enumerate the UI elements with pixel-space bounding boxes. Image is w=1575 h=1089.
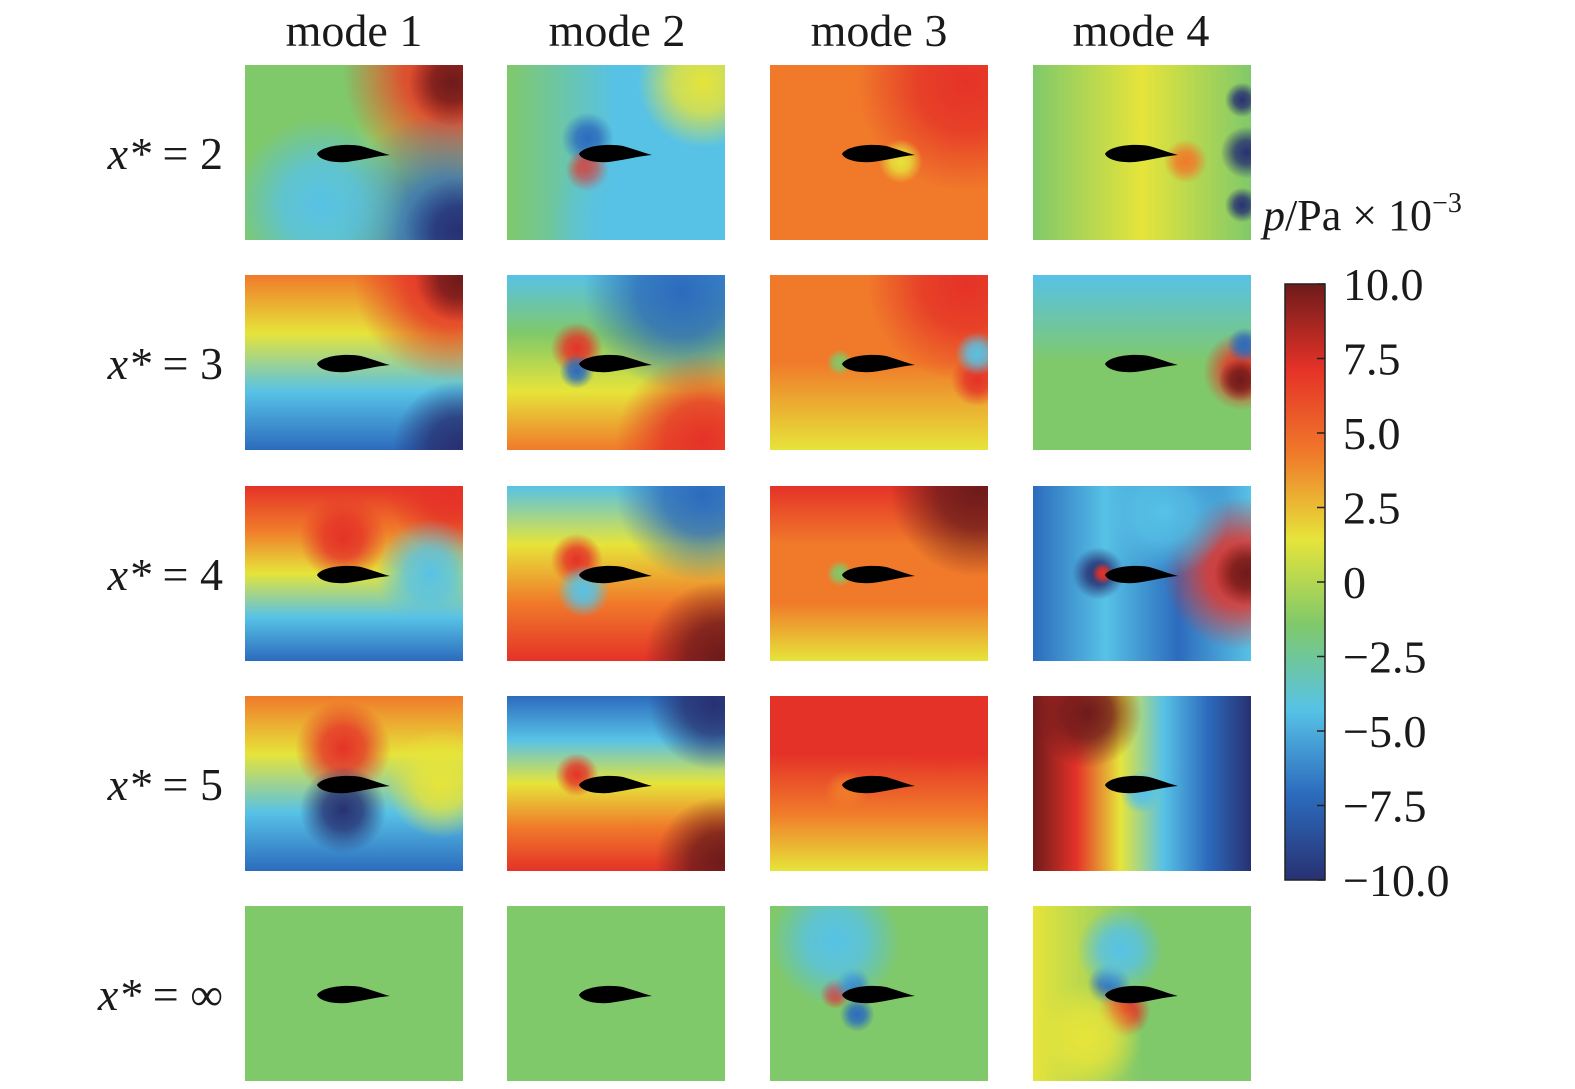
airfoil: [1105, 144, 1178, 163]
field-blob: [826, 349, 853, 376]
row-label: x* = 5: [107, 759, 223, 810]
field-blob: [1033, 982, 1142, 1081]
colorbar-label-part: p: [1260, 191, 1285, 240]
airfoil: [842, 565, 915, 584]
colorbar-label-part: /Pa × 10: [1285, 191, 1432, 240]
colorbar-tick-label: −10.0: [1343, 855, 1449, 906]
pressure-field: [1033, 486, 1251, 661]
field-blob: [616, 354, 725, 450]
pressure-field: [507, 696, 725, 871]
airfoil: [579, 144, 652, 163]
pressure-field: [245, 486, 463, 661]
colorbar-tick-label: 0: [1343, 557, 1366, 608]
field-blob: [245, 117, 409, 240]
airfoil: [1105, 775, 1178, 794]
pressure-field: [1033, 906, 1251, 1081]
field-blob: [770, 906, 901, 1007]
colorbar-tick-label: −2.5: [1343, 632, 1426, 683]
row-label: x* = 2: [107, 128, 223, 179]
field-blob: [408, 65, 463, 127]
field-blob: [393, 381, 463, 450]
pressure-field: [770, 696, 988, 871]
airfoil: [579, 985, 652, 1004]
airfoil: [579, 565, 652, 584]
pressure-field: [507, 275, 725, 450]
field-blob: [295, 700, 392, 797]
field-blob: [655, 796, 725, 871]
column-label: mode 2: [549, 5, 686, 56]
airfoil: [1105, 565, 1178, 584]
field-blob: [955, 331, 988, 376]
field-blob: [1227, 327, 1251, 363]
field-blob: [1218, 358, 1251, 402]
field-blob: [1091, 562, 1114, 585]
field-blob: [839, 997, 875, 1032]
pressure-field: [507, 906, 725, 1081]
field-blob: [375, 519, 463, 628]
pressure-field: [507, 65, 725, 240]
field-blob: [889, 486, 988, 577]
field-blob: [1163, 139, 1208, 184]
column-label: mode 3: [811, 5, 948, 56]
pressure-field: [245, 275, 463, 450]
field-blob: [1098, 486, 1230, 578]
field-blob: [1033, 696, 1142, 768]
colorbar-tick-label: 10.0: [1343, 259, 1424, 310]
field-blob: [644, 581, 725, 661]
airfoil: [317, 985, 390, 1004]
row-label: x* = ∞: [97, 969, 223, 1020]
colorbar-tick-label: 2.5: [1343, 483, 1401, 534]
field-blob: [299, 494, 387, 583]
pressure-field: [770, 486, 988, 661]
airfoil: [317, 565, 390, 584]
pressure-field: [245, 65, 463, 240]
field-blob: [386, 729, 463, 838]
colorbar-tick-label: 7.5: [1343, 334, 1401, 385]
column-label: mode 1: [286, 5, 423, 56]
pressure-field: [245, 696, 463, 871]
pressure-field: [1033, 65, 1251, 240]
field-blob: [616, 486, 725, 582]
pressure-field: [770, 275, 988, 450]
field-blob: [879, 696, 988, 771]
field-blob: [415, 275, 463, 323]
field-blob: [1220, 126, 1251, 179]
field-blob: [404, 176, 463, 240]
airfoil: [842, 775, 915, 794]
row-label: x* = 3: [107, 338, 223, 389]
colorbar-tick-label: −5.0: [1343, 706, 1426, 757]
airfoil: [317, 775, 390, 794]
field-blob: [1213, 540, 1251, 607]
pressure-field: [770, 65, 988, 240]
pressure-field: [245, 906, 463, 1081]
pressure-field: [507, 486, 725, 661]
colorbar-tick-label: −7.5: [1343, 781, 1426, 832]
field-blob: [1224, 82, 1251, 118]
airfoil: [842, 144, 915, 163]
airfoil: [317, 144, 390, 163]
airfoil: [579, 354, 652, 373]
field-blob: [1224, 187, 1251, 223]
field-blob: [1076, 906, 1164, 994]
colorbar-tick-label: 5.0: [1343, 408, 1401, 459]
airfoil: [579, 775, 652, 794]
colorbar-label: p/Pa × 10−3: [1260, 188, 1462, 240]
airfoil: [1105, 354, 1178, 373]
field-blob: [648, 696, 725, 771]
field-blob: [637, 65, 725, 148]
pressure-field: [770, 906, 988, 1081]
colorbar-label-part: −3: [1432, 188, 1462, 219]
airfoil: [317, 354, 390, 373]
pressure-field: [1033, 275, 1251, 450]
column-label: mode 4: [1073, 5, 1210, 56]
pressure-field: [1033, 696, 1251, 871]
field-blob: [826, 560, 853, 587]
airfoil: [842, 354, 915, 373]
airfoil: [1105, 985, 1178, 1004]
airfoil: [842, 985, 915, 1004]
row-label: x* = 4: [107, 549, 223, 600]
